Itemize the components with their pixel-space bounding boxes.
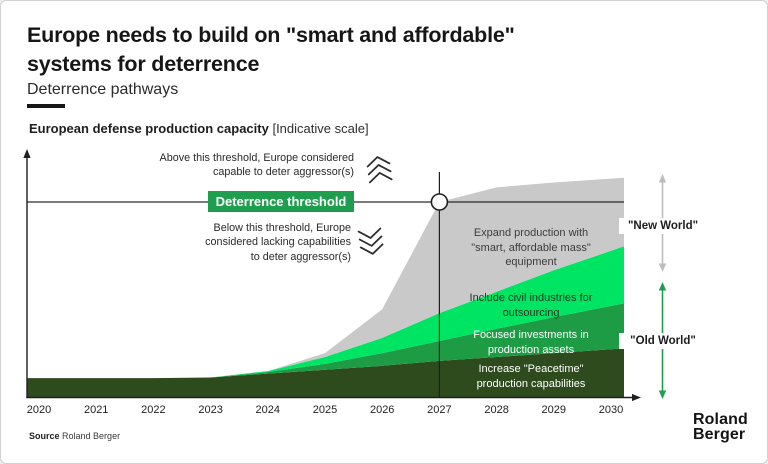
- page-title: Europe needs to build on "smart and affo…: [27, 21, 667, 78]
- area-label-peacetime-capabilities: Increase "Peacetime" production capabili…: [476, 363, 586, 390]
- x-axis-year-labels: 2020 2021 2022 2023 2024 2025 2026 2027 2028 2029…: [27, 404, 623, 416]
- x-axis-label-2023: 2023: [198, 404, 222, 416]
- below-threshold-note-line: considered lacking capabilities: [205, 236, 351, 249]
- x-axis-label-2027: 2027: [427, 404, 451, 416]
- page-title-line-2: systems for deterrence: [27, 51, 260, 76]
- page-subtitle: Deterrence pathways: [27, 81, 179, 98]
- source-value: Roland Berger: [62, 431, 121, 441]
- x-axis-label-2024: 2024: [256, 404, 280, 416]
- source-label: Source: [29, 431, 60, 441]
- stacked-areas: [27, 177, 624, 397]
- arrow-down-head-icon: [658, 263, 667, 272]
- area-series-0: [27, 348, 624, 397]
- deterrence-threshold-badge: Deterrence threshold: [208, 191, 354, 212]
- x-axis-arrowhead-icon: [632, 393, 641, 402]
- x-axis-label-2022: 2022: [141, 404, 165, 416]
- area-label-civil-industries: Include civil industries for outsourcing: [469, 292, 593, 319]
- source-note: Source Roland Berger: [29, 431, 120, 441]
- x-axis-label-2029: 2029: [542, 404, 566, 416]
- chart-title-bold: European defense production capacity: [29, 121, 269, 136]
- area-series-1: [27, 303, 624, 379]
- area-label-focused-investments: Focused investments in production assets: [473, 329, 589, 356]
- above-threshold-note-line: capable to deter aggressor(s): [212, 166, 354, 179]
- new-world-label: "New World": [619, 218, 707, 234]
- above-threshold-note: Above this threshold, Europe considered …: [141, 151, 354, 180]
- chart-title-scale-note: [Indicative scale]: [272, 121, 369, 136]
- x-axis-label-2020: 2020: [27, 404, 51, 416]
- roland-berger-logo: Roland Berger: [693, 411, 748, 443]
- below-threshold-note: Below this threshold, Europe considered …: [144, 221, 351, 264]
- arrow-up-head-icon: [658, 174, 667, 183]
- x-axis-label-2028: 2028: [484, 404, 508, 416]
- x-axis-label-2026: 2026: [370, 404, 394, 416]
- threshold-crossing-marker: [430, 193, 449, 211]
- below-threshold-note-line: to deter aggressor(s): [250, 250, 351, 263]
- below-threshold-note-line: Below this threshold, Europe: [213, 222, 351, 234]
- axes: [26, 157, 633, 399]
- chevrons-down-icon: [357, 227, 384, 255]
- y-axis-arrowhead-icon: [23, 149, 31, 158]
- area-label-expand-production: Expand production with "smart, affordabl…: [471, 227, 591, 269]
- above-threshold-note-line: Above this threshold, Europe considered: [159, 152, 354, 164]
- x-axis-label-2030: 2030: [599, 404, 623, 416]
- logo-line: Roland: [693, 411, 748, 428]
- arrow-up-head-icon: [658, 282, 667, 291]
- logo-line: Berger: [693, 425, 746, 443]
- x-axis-label-2021: 2021: [84, 404, 108, 416]
- x-axis-label-2025: 2025: [313, 404, 337, 416]
- arrow-down-head-icon: [658, 390, 667, 399]
- page-title-line-1: Europe needs to build on "smart and affo…: [27, 23, 515, 47]
- chevrons-up-icon: [366, 156, 393, 184]
- old-world-label: "Old World": [619, 333, 707, 349]
- chart-title: European defense production capacity [In…: [29, 121, 369, 136]
- title-underline-dash: [27, 104, 65, 108]
- area-series-3: [27, 177, 624, 379]
- area-series-2: [27, 246, 624, 379]
